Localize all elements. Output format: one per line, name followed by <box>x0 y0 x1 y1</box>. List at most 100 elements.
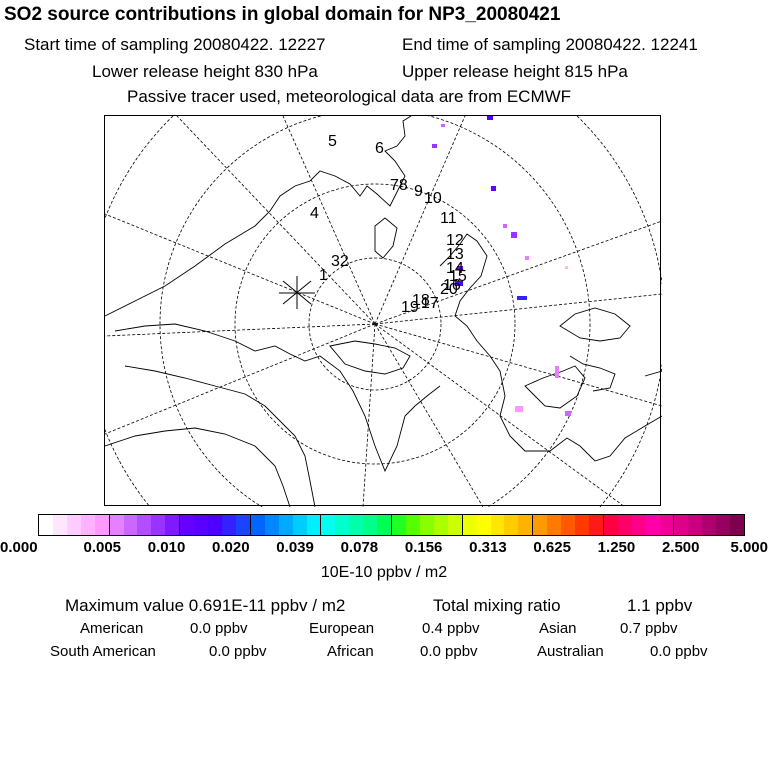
coastline-path <box>524 365 586 409</box>
coastline-path <box>105 116 412 317</box>
trajectory-label: 1 <box>319 267 328 284</box>
region-name: European <box>309 620 375 637</box>
colorbar-swatch <box>631 515 646 535</box>
region-name: Asian <box>539 620 577 637</box>
colorbar-swatch <box>405 515 420 535</box>
colorbar-tick-label: 0.005 <box>83 539 122 556</box>
colorbar-swatch <box>335 515 350 535</box>
colorbar-swatch <box>433 515 448 535</box>
region-value: 0.7 ppbv <box>620 620 678 637</box>
colorbar-swatch <box>702 515 717 535</box>
trajectory-label: 17 <box>421 295 439 312</box>
upper-release-height: Upper release height 815 hPa <box>402 62 628 81</box>
concentration-cell <box>455 281 463 286</box>
concentration-cell <box>491 186 496 191</box>
trajectory-label: 13 <box>446 246 464 263</box>
colorbar-tick-label: 0.156 <box>404 539 443 556</box>
trajectory-label: 5 <box>328 133 337 150</box>
trajectory-label: 6 <box>375 140 384 157</box>
colorbar-tick-label: 0.313 <box>469 539 507 556</box>
trajectory-label: 15 <box>449 268 467 285</box>
meridian-line <box>105 323 376 337</box>
colorbar-swatch <box>264 515 279 535</box>
meridian-line <box>105 323 376 435</box>
meridian-line <box>374 323 484 507</box>
region-value: 0.4 ppbv <box>422 620 480 637</box>
colorbar-tick-label: 0.010 <box>147 539 186 556</box>
trajectory-label: 11 <box>440 210 457 227</box>
coastline-path <box>559 307 631 342</box>
colorbar-swatch <box>80 515 95 535</box>
concentration-cell <box>525 256 529 260</box>
colorbar-swatch <box>588 515 603 535</box>
trajectory-label: 9 <box>414 183 423 200</box>
coastline-path <box>644 370 662 377</box>
colorbar-swatch <box>249 515 265 535</box>
concentration-cell <box>441 124 445 127</box>
trajectory-label: 78 <box>390 177 408 194</box>
total-mixing-value: 1.1 ppbv <box>627 596 693 615</box>
polar-map: 1 32 4 5 6 78 9 10 11 12 13 14 15 16 17 … <box>104 115 662 507</box>
concentration-cell <box>511 232 517 238</box>
colorbar-swatch <box>94 515 109 535</box>
graticule <box>105 116 662 507</box>
colorbar-tick-label: 0.020 <box>212 539 250 556</box>
colorbar-swatch <box>320 515 336 535</box>
colorbar-swatch <box>278 515 293 535</box>
colorbar-swatch <box>306 515 321 535</box>
concentration-cell <box>517 296 527 300</box>
region-value: 0.0 ppbv <box>209 643 267 660</box>
colorbar-tick-label: 5.000 <box>730 539 768 556</box>
colorbar-swatch <box>716 515 731 535</box>
max-value: Maximum value 0.691E-11 ppbv / m2 <box>65 596 346 615</box>
colorbar-swatch <box>730 515 745 535</box>
colorbar-tick-label: 0.078 <box>340 539 379 556</box>
coastlines <box>105 116 662 507</box>
coastline-path <box>439 233 662 462</box>
concentration-cell <box>487 116 493 120</box>
colorbar-swatch <box>137 515 152 535</box>
trajectory-label: 32 <box>331 253 349 270</box>
end-time: End time of sampling 20080422. 12241 <box>402 35 698 54</box>
region-name: African <box>327 643 374 660</box>
concentration-cell <box>555 366 559 378</box>
concentration-cell <box>565 266 568 269</box>
colorbar-swatch <box>659 515 674 535</box>
colorbar-swatch <box>292 515 307 535</box>
colorbar-swatch <box>235 515 250 535</box>
meridian-line <box>282 116 376 325</box>
colorbar-swatch <box>688 515 703 535</box>
trajectory-label: 19 <box>401 299 419 316</box>
colorbar-swatch <box>575 515 589 535</box>
concentration-cell <box>432 144 437 148</box>
colorbar-swatch <box>532 515 548 535</box>
coastline-path <box>329 340 411 375</box>
meridian-line <box>362 323 376 507</box>
colorbar-swatch <box>221 515 236 535</box>
colorbar-swatch <box>645 515 660 535</box>
colorbar-swatch <box>673 515 689 535</box>
coastline-path <box>374 217 398 259</box>
colorbar-swatch <box>547 515 562 535</box>
source-marker <box>279 276 315 309</box>
colorbar-swatch <box>447 515 462 535</box>
meridian-line <box>374 220 662 325</box>
trajectory-label: 4 <box>310 205 319 222</box>
colorbar-swatch <box>476 515 491 535</box>
colorbar-swatch <box>52 515 67 535</box>
colorbar-swatch <box>179 515 195 535</box>
trajectory-label: 14 <box>446 260 464 277</box>
data-source-note: Passive tracer used, meteorological data… <box>127 87 572 106</box>
meridian-line <box>374 293 662 325</box>
colorbar-swatch <box>518 515 533 535</box>
concentration-cell <box>457 266 463 270</box>
concentration-cells <box>432 116 571 416</box>
region-value: 0.0 ppbv <box>420 643 478 660</box>
region-name: American <box>80 620 144 637</box>
colorbar-swatch <box>461 515 477 535</box>
meridian-line <box>374 323 662 407</box>
colorbar-tick-label: 0.000 <box>0 539 38 556</box>
colorbar-tick-label: 0.625 <box>533 539 571 556</box>
colorbar-swatch <box>419 515 434 535</box>
coastline-path <box>124 365 316 507</box>
